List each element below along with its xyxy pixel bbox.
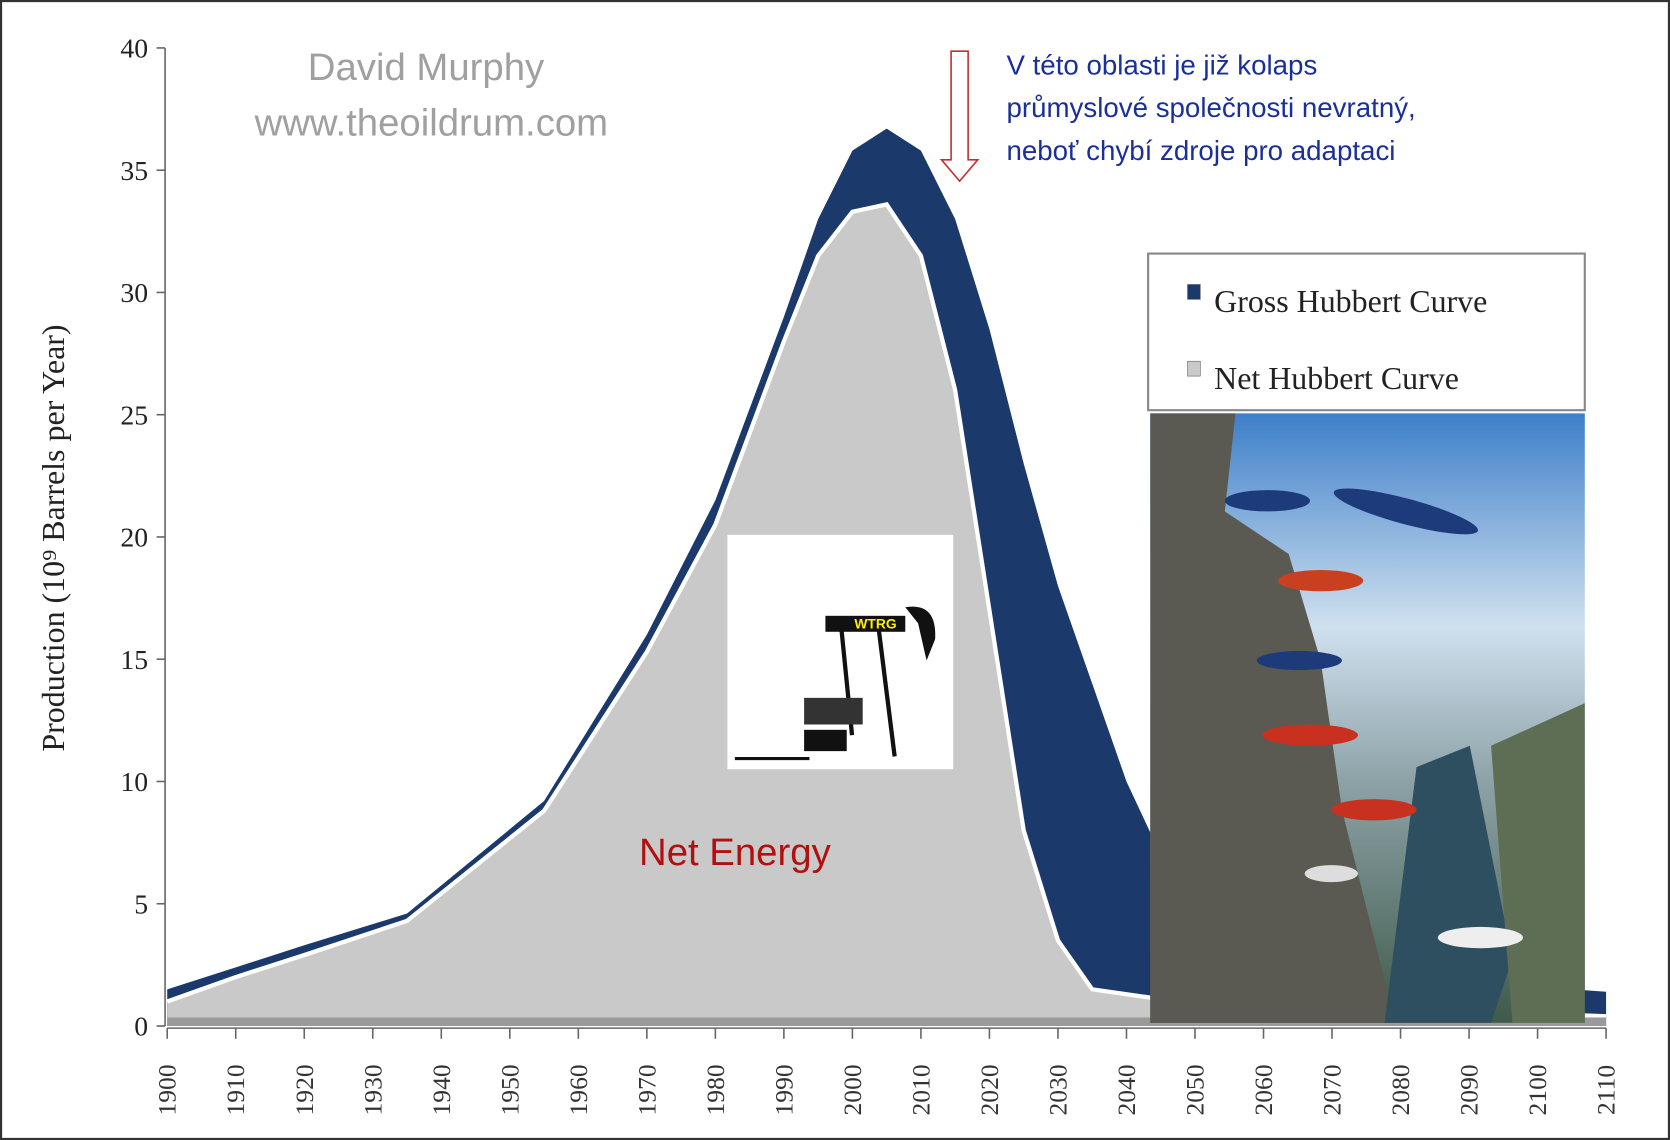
y-tick-label: 30	[120, 277, 148, 308]
x-tick-label: 2010	[906, 1064, 935, 1115]
x-tick-label: 2020	[975, 1064, 1004, 1115]
y-tick-label: 20	[120, 522, 148, 553]
logo-text: WTRG	[854, 616, 896, 632]
chart: 0 5 10 15 20 25 30 35 40 1900 1910 1920 1930 1940 1950…	[0, 0, 1670, 1140]
y-tick-label: 15	[120, 644, 148, 675]
x-tick-label: 2090	[1455, 1064, 1484, 1115]
legend-label: Net Hubbert Curve	[1214, 361, 1459, 396]
photo	[1150, 413, 1585, 1022]
x-tick-label: 2080	[1386, 1064, 1415, 1115]
x-tick-label: 1910	[221, 1064, 250, 1115]
legend-swatch	[1188, 361, 1201, 376]
y-tick-label: 25	[120, 399, 148, 430]
annotation: Net Energy	[639, 831, 832, 874]
logo-base	[804, 730, 847, 751]
x-tick-label: 2070	[1318, 1064, 1347, 1115]
y-tick-label: 5	[134, 888, 148, 919]
y-tick-label: 10	[120, 766, 148, 797]
logo: WTRG	[727, 535, 953, 769]
x-tick-label: 2040	[1112, 1064, 1141, 1115]
y-tick-label: 35	[120, 155, 148, 186]
source: www.theoildrum.com	[254, 101, 609, 144]
x-tick-label: 1950	[495, 1064, 524, 1115]
y-tick-label: 0	[134, 1011, 148, 1042]
logo-motor	[804, 698, 863, 725]
author: David Murphy	[308, 46, 545, 89]
x-tick-label: 1990	[769, 1064, 798, 1115]
x-tick-label: 1900	[153, 1064, 182, 1115]
page: {"chart_data": { "type": "area", "title"…	[0, 0, 1670, 1140]
x-tick-label: 2030	[1043, 1064, 1072, 1115]
x-tick-label: 2050	[1181, 1064, 1210, 1115]
annotation: neboť chybí zdroje pro adaptaci	[1006, 135, 1395, 166]
x-tick-label: 2000	[838, 1064, 867, 1115]
legend-label: Gross Hubbert Curve	[1214, 284, 1487, 319]
y-axis-label: Production (10⁹ Barrels per Year)	[36, 324, 71, 751]
y-tick-label: 40	[120, 33, 148, 64]
x-tick-label: 1970	[632, 1064, 661, 1115]
x-tick-label: 2100	[1523, 1064, 1552, 1115]
annotation: V této oblasti je již kolaps	[1006, 50, 1317, 81]
x-tick-label: 1940	[427, 1064, 456, 1115]
annotation: průmyslové společnosti nevratný,	[1006, 92, 1415, 123]
x-tick-label: 1960	[564, 1064, 593, 1115]
x-tick-label: 1980	[701, 1064, 730, 1115]
x-tick-label: 1920	[290, 1064, 319, 1115]
x-tick-label: 1930	[358, 1064, 387, 1115]
legend-swatch	[1188, 284, 1201, 299]
x-tick-label: 2110	[1592, 1065, 1621, 1115]
x-tick-label: 2060	[1249, 1064, 1278, 1115]
